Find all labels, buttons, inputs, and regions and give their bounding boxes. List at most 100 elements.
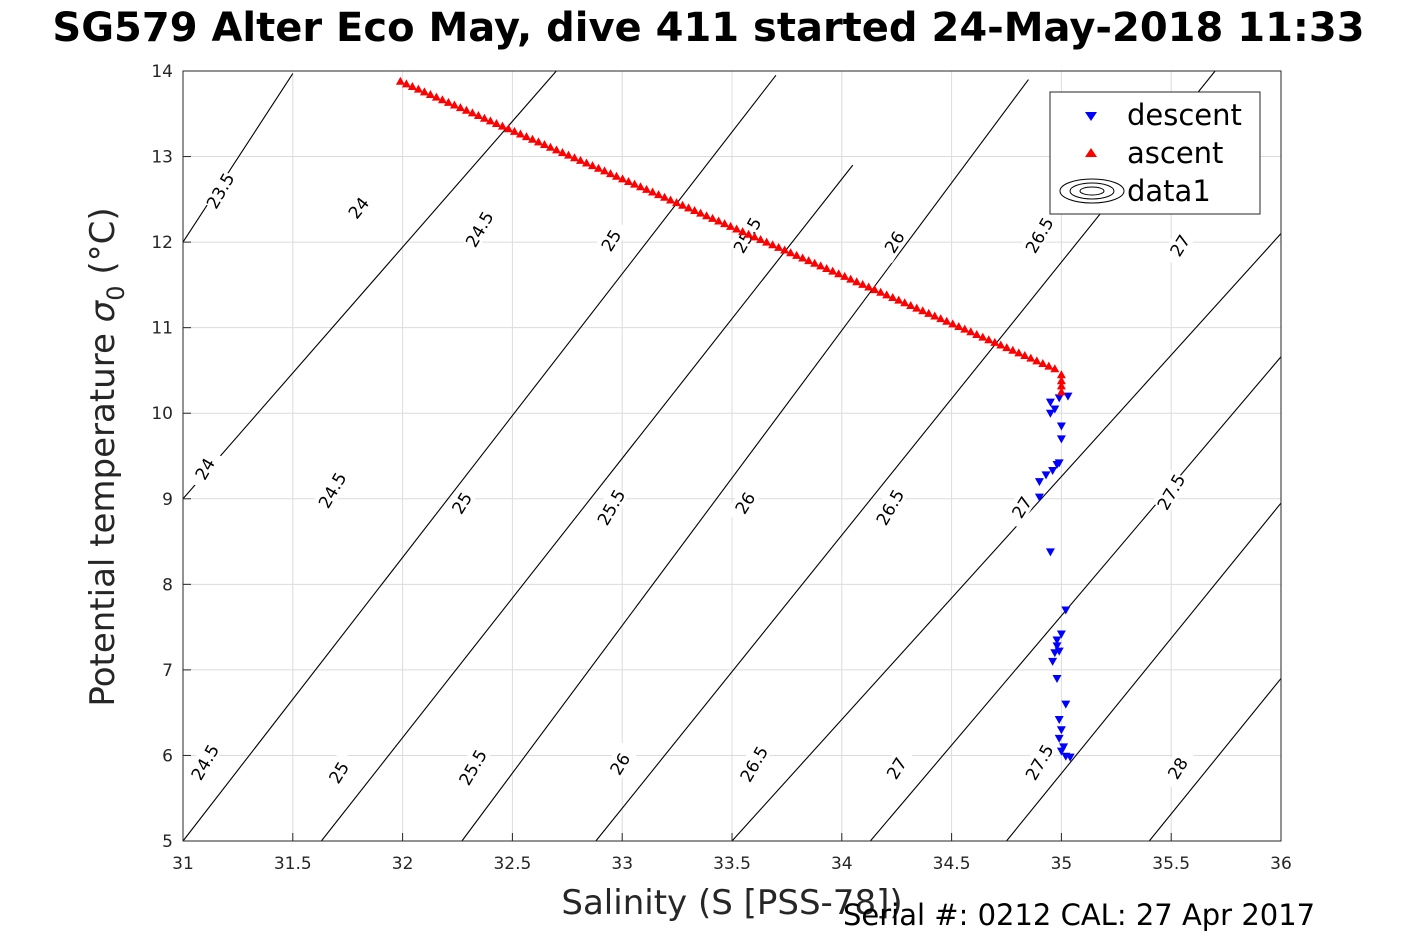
- ascent-point: [509, 126, 519, 135]
- ascent-point: [503, 124, 513, 133]
- descent-point: [1045, 409, 1055, 418]
- ascent-point: [1020, 351, 1030, 360]
- ascent-point: [533, 137, 543, 146]
- ascent-point: [960, 324, 970, 333]
- ascent-point: [684, 203, 694, 212]
- ascent-point: [906, 300, 916, 309]
- ascent-point: [678, 200, 688, 209]
- contour-label-bg: [1160, 223, 1198, 267]
- ascent-point: [810, 258, 820, 267]
- contour-label: 24.5: [313, 468, 351, 512]
- y-tick-label: 11: [151, 319, 173, 339]
- ascent-point: [1002, 343, 1012, 352]
- contour-label: 27.5: [1020, 740, 1058, 784]
- contour-label: 24: [338, 186, 378, 229]
- descent-point: [1054, 394, 1064, 403]
- ascent-point: [798, 253, 808, 262]
- contour-label: 27: [1002, 485, 1040, 529]
- x-tick-label: 33: [611, 854, 633, 874]
- contour-line-27-5: [1006, 502, 1282, 842]
- x-tick-labels: 31 31.5 32 32.5 33 33.5 34 34.5 35 35.5 36: [172, 833, 1292, 874]
- contour-line-25-5: [461, 79, 1029, 842]
- y-tick-label: 8: [162, 575, 173, 595]
- contour-line-28: [1148, 678, 1282, 842]
- descent-point: [1056, 422, 1066, 431]
- descent-point: [1056, 435, 1066, 444]
- contour-label-bg: [201, 168, 238, 212]
- contour-label-bg: [1020, 740, 1057, 784]
- ascent-point: [491, 118, 501, 127]
- ascent-point: [570, 153, 580, 162]
- legend-ascent-label: ascent: [1127, 136, 1223, 170]
- descent-point: [1045, 548, 1055, 557]
- ascent-point: [900, 298, 910, 307]
- contour-label-bg: [442, 481, 480, 524]
- ascent-point: [876, 287, 886, 296]
- ascent-point: [612, 171, 622, 180]
- ascent-point: [894, 295, 904, 304]
- x-axis-label: Salinity (S [PSS-78]): [561, 883, 902, 923]
- ascent-point: [419, 87, 429, 96]
- ascent-point: [852, 277, 862, 286]
- ascent-point: [738, 227, 748, 236]
- contour-label: 24.5: [460, 207, 498, 251]
- ascent-point: [660, 192, 670, 201]
- descent-point: [1034, 478, 1044, 487]
- y-axis-label-unit: (°C): [83, 207, 123, 285]
- descent-point: [1054, 459, 1064, 468]
- x-tick-label: 31: [172, 854, 194, 874]
- ascent-point: [750, 232, 760, 241]
- descent-point: [1063, 392, 1073, 401]
- ascent-point: [732, 224, 742, 233]
- y-axis-label: Potential temperature σ0 (°C): [83, 207, 130, 706]
- contour-label-bg: [1152, 469, 1189, 513]
- ascent-point: [401, 79, 411, 88]
- x-tick-label: 35.5: [1152, 854, 1190, 874]
- contour-label: 27: [877, 746, 915, 790]
- ascent-point: [431, 92, 441, 101]
- y-tick-label: 7: [162, 661, 173, 681]
- contour-label-bg: [591, 218, 629, 262]
- contour-label: 25: [442, 481, 480, 524]
- ascent-point: [666, 195, 676, 204]
- ascent-point: [792, 250, 802, 259]
- descent-point: [1041, 471, 1051, 480]
- descent-point: [1061, 606, 1071, 615]
- ascent-point: [864, 282, 874, 291]
- descent-point: [1061, 700, 1071, 709]
- ascent-point: [437, 95, 447, 104]
- ascent-point: [624, 176, 634, 185]
- contour-label: 25: [591, 218, 629, 262]
- ascent-point: [936, 314, 946, 323]
- contour-label-bg: [453, 745, 491, 789]
- y-tick-label: 14: [151, 62, 173, 82]
- ascent-point: [576, 155, 586, 164]
- ascent-point: [600, 166, 610, 175]
- ascent-point: [588, 161, 598, 170]
- contour-label-bg: [871, 485, 908, 529]
- descent-point: [1048, 467, 1058, 476]
- ascent-point: [696, 208, 706, 217]
- contour-label-bg: [1002, 485, 1040, 529]
- contour-label: 27.5: [1152, 469, 1190, 514]
- ascent-point: [1032, 356, 1042, 365]
- ascent-point: [978, 332, 988, 341]
- ascent-point: [762, 237, 772, 246]
- contour-label-bg: [185, 446, 223, 490]
- y-tick-label: 12: [151, 233, 173, 253]
- ascent-point: [702, 211, 712, 220]
- ascent-point: [594, 163, 604, 172]
- contour-label-bg: [600, 742, 638, 785]
- x-tick-label: 32: [392, 854, 414, 874]
- contour-label: 26.5: [1020, 213, 1058, 257]
- ascent-point: [882, 290, 892, 299]
- descent-point: [1054, 716, 1064, 725]
- y-tick-label: 10: [151, 404, 173, 424]
- ascent-point: [1026, 353, 1036, 362]
- contour-label-bg: [734, 742, 772, 785]
- ascent-point: [984, 335, 994, 344]
- legend: descent ascent data1: [1049, 91, 1261, 215]
- ascent-point: [1056, 370, 1066, 379]
- contour-label: 24.5: [185, 740, 224, 784]
- ascent-point: [1044, 361, 1054, 370]
